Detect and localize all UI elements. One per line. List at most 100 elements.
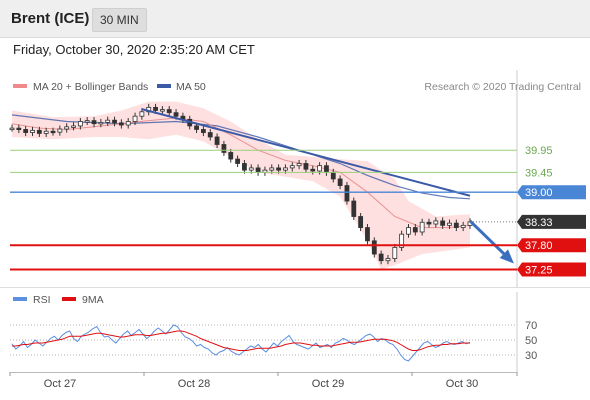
candle-body: [399, 233, 405, 248]
legend-rsi-label: RSI: [33, 294, 51, 306]
candle-body: [324, 165, 329, 173]
candle-body: [358, 216, 364, 228]
candle-body: [98, 121, 104, 125]
downtrend-line: [141, 108, 471, 197]
candle-body: [385, 258, 391, 262]
candle-body: [159, 109, 165, 112]
header-bar: Brent (ICE) 30 MIN: [0, 0, 590, 38]
level-tag-38.33: [517, 214, 586, 229]
candle-body: [283, 167, 288, 171]
candle-body: [406, 227, 411, 235]
rsi-9ma-line: [12, 330, 470, 351]
candle-body: [392, 247, 398, 259]
candle-body: [371, 240, 377, 255]
candle-body: [228, 152, 234, 160]
candle-body: [255, 167, 261, 173]
rsi-line: [11, 324, 471, 362]
candle-body: [310, 168, 316, 172]
candle-body: [166, 109, 172, 114]
timestamp: Friday, October 30, 2020 2:35:20 AM CET: [13, 42, 255, 57]
candle-body: [447, 222, 452, 226]
research-credit: Research © 2020 Trading Central: [424, 81, 581, 93]
candle-body: [132, 115, 138, 122]
level-label-39.95: 39.95: [525, 145, 553, 157]
candle-body: [419, 221, 425, 233]
level-label-39.00: 39.00: [525, 187, 553, 199]
candle-body: [289, 165, 295, 169]
candle-body: [433, 220, 439, 225]
rsi-tick-70: 70: [525, 320, 537, 332]
level-label-37.80: 37.80: [525, 240, 553, 252]
level-label-39.45: 39.45: [525, 167, 553, 179]
candle-body: [269, 167, 275, 171]
candle-body: [412, 227, 418, 233]
rsi-plot-area: 70 50 30: [10, 320, 537, 362]
candle-body: [153, 106, 158, 111]
ma20-line: [11, 117, 471, 229]
candle-body: [77, 121, 83, 127]
candle-body: [460, 224, 466, 228]
candle-body: [118, 122, 124, 126]
candle-body: [303, 163, 309, 170]
candle-body: [365, 227, 370, 242]
level-tag-39.00: [517, 185, 586, 200]
candle-body: [296, 163, 302, 167]
x-tick-label-0: Oct 27: [44, 378, 76, 390]
level-label-37.25: 37.25: [525, 265, 553, 277]
rsi-tick-30: 30: [525, 350, 537, 362]
legend-ma50-swatch: [157, 84, 171, 88]
timeframe-badge[interactable]: 30 MIN: [92, 8, 147, 32]
candle-body: [201, 129, 206, 133]
candle-body: [344, 185, 350, 202]
projection-arrow-head: [499, 249, 514, 264]
legend-9ma-swatch: [62, 297, 76, 301]
candle-body: [214, 136, 220, 145]
candle-body: [50, 130, 56, 134]
candle-body: [221, 144, 227, 153]
x-tick-label-1: Oct 28: [178, 378, 210, 390]
legend-rsi-swatch: [13, 297, 27, 301]
candle-body: [91, 120, 97, 125]
level-tag-37.80: [517, 238, 586, 253]
candle-body: [105, 119, 111, 123]
candle-body: [426, 221, 432, 225]
legend-ma50-label: MA 50: [176, 81, 206, 93]
candle-body: [30, 129, 35, 133]
x-tick-label-2: Oct 29: [312, 378, 344, 390]
candle-body: [207, 132, 213, 138]
candle-body: [125, 121, 131, 126]
candle-body: [248, 167, 254, 171]
rsi-tick-50: 50: [525, 335, 537, 347]
candle-body: [36, 129, 42, 134]
legend-9ma-label: 9MA: [82, 294, 104, 306]
candle-body: [64, 126, 70, 130]
candle-body: [378, 253, 384, 262]
legend-ma20-label: MA 20 + Bollinger Bands: [33, 81, 148, 93]
candle-body: [84, 120, 90, 123]
instrument-title: Brent (ICE): [11, 10, 90, 27]
candle-body: [16, 127, 22, 131]
candle-body: [317, 165, 323, 172]
price-levels: 39.95 39.45 39.00 38.33 37.80 37.25: [10, 145, 586, 277]
level-tag-37.25: [517, 262, 586, 277]
level-label-38.33: 38.33: [525, 217, 553, 229]
candle-body: [337, 178, 343, 186]
candle-body: [440, 220, 446, 226]
candle-body: [139, 111, 145, 117]
candle-body: [71, 125, 76, 128]
candle-body: [242, 163, 247, 171]
candle-body: [173, 112, 179, 117]
x-axis: Oct 27 Oct 28 Oct 29 Oct 30: [9, 372, 518, 390]
candle-body: [112, 119, 117, 124]
candle-body: [9, 127, 15, 131]
candle-body: [57, 128, 63, 133]
candle-body: [330, 171, 336, 180]
legend-ma20-swatch: [13, 84, 27, 88]
candle-body: [43, 130, 49, 134]
candle-body: [351, 200, 357, 217]
price-plot-area: [9, 101, 514, 270]
candle-body: [194, 125, 199, 130]
candle-body: [453, 222, 459, 228]
